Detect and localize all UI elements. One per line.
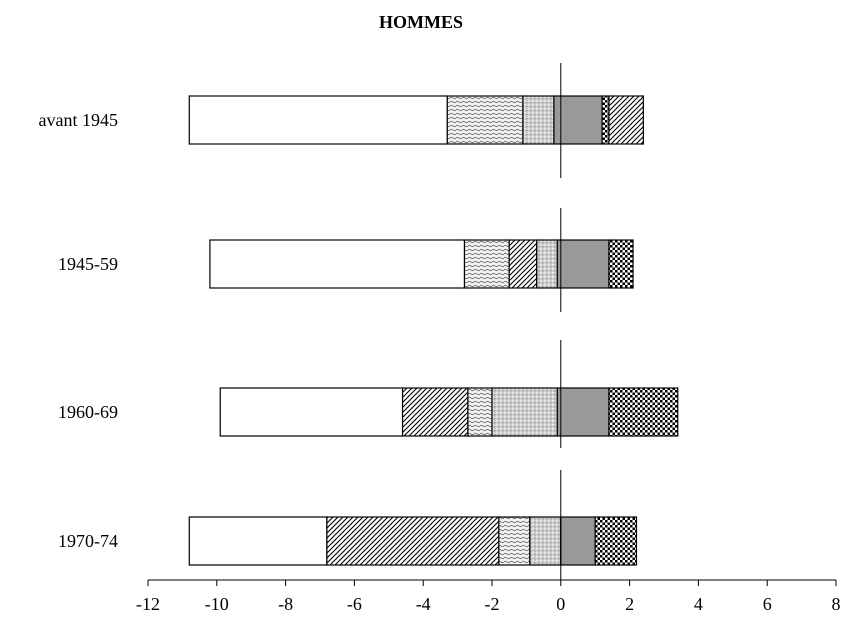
bar-segment bbox=[608, 95, 644, 145]
bar-segment bbox=[608, 387, 679, 437]
x-tick-label: 2 bbox=[625, 594, 634, 614]
bar-segment bbox=[401, 387, 469, 437]
category-label: 1970-74 bbox=[58, 531, 118, 551]
x-tick-label: 4 bbox=[694, 594, 703, 614]
bar-segment bbox=[508, 239, 538, 289]
bar-segment bbox=[560, 516, 596, 566]
category-label: 1945-59 bbox=[58, 254, 118, 274]
bar-segment bbox=[529, 516, 562, 566]
bar-segment bbox=[556, 239, 610, 289]
x-tick-label: -8 bbox=[278, 594, 293, 614]
bar-group: 1960-69 bbox=[58, 340, 679, 448]
bar-segment bbox=[522, 95, 555, 145]
x-tick-label: 8 bbox=[832, 594, 841, 614]
bar-segment bbox=[536, 239, 558, 289]
bar-segment bbox=[467, 387, 493, 437]
chart-title: HOMMES bbox=[379, 12, 463, 32]
bar-segment bbox=[209, 239, 466, 289]
bar-segment bbox=[446, 95, 524, 145]
bar-group: avant 1945 bbox=[39, 63, 644, 178]
x-tick-label: -12 bbox=[136, 594, 160, 614]
bar-segment bbox=[188, 516, 328, 566]
bar-segment bbox=[219, 387, 404, 437]
bar-segment bbox=[601, 95, 610, 145]
bar-segment bbox=[498, 516, 531, 566]
bar-group: 1945-59 bbox=[58, 208, 634, 312]
bar-segment bbox=[188, 95, 448, 145]
x-tick-label: -6 bbox=[347, 594, 362, 614]
category-label: 1960-69 bbox=[58, 402, 118, 422]
bar-segment bbox=[463, 239, 510, 289]
category-label: avant 1945 bbox=[39, 110, 118, 130]
x-tick-label: -2 bbox=[485, 594, 500, 614]
x-tick-label: 6 bbox=[763, 594, 772, 614]
x-tick-label: -10 bbox=[205, 594, 229, 614]
bar-segment bbox=[594, 516, 638, 566]
x-tick-label: 0 bbox=[556, 594, 565, 614]
bar-segment bbox=[326, 516, 500, 566]
bar-segment bbox=[608, 239, 634, 289]
bar-segment bbox=[491, 387, 558, 437]
x-tick-label: -4 bbox=[416, 594, 431, 614]
bar-segment bbox=[556, 387, 610, 437]
bar-group: 1970-74 bbox=[58, 470, 638, 580]
